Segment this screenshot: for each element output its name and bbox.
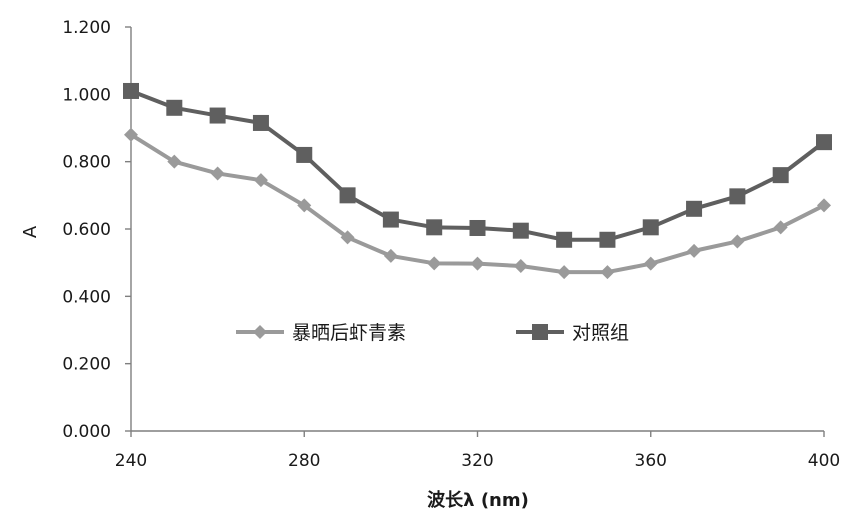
data-point — [166, 99, 183, 116]
y-tick-label: 0.000 — [62, 422, 111, 442]
y-axis: 0.000 0.200 0.400 0.600 0.800 1.000 1.200 — [62, 18, 132, 442]
series-line — [130, 89, 826, 242]
data-point — [253, 173, 268, 188]
data-point — [729, 188, 746, 205]
legend-swatch-marker — [253, 325, 267, 339]
data-point — [209, 107, 226, 124]
legend-label: 暴晒后虾青素 — [292, 322, 406, 344]
data-point — [557, 265, 572, 280]
x-tick-label: 360 — [635, 451, 667, 471]
x-tick-label: 280 — [288, 451, 320, 471]
x-tick-label: 240 — [115, 451, 147, 471]
data-point — [643, 256, 658, 271]
data-point — [427, 256, 442, 271]
x-axis-title: 波长λ (nm) — [427, 489, 529, 511]
data-point — [642, 219, 659, 236]
legend-entry-2: 对照组 — [516, 322, 629, 344]
data-point — [469, 219, 486, 236]
x-tick-label: 400 — [808, 451, 840, 471]
x-tick-label: 320 — [461, 451, 493, 471]
data-point — [426, 219, 443, 236]
data-point — [252, 114, 269, 131]
series-2 — [123, 82, 832, 248]
data-point — [382, 211, 399, 228]
data-point — [817, 198, 831, 213]
data-point — [556, 231, 573, 248]
y-tick-label: 0.400 — [62, 287, 111, 307]
data-point — [297, 198, 312, 213]
data-point — [210, 166, 225, 181]
data-point — [599, 231, 616, 248]
data-point — [513, 259, 528, 274]
data-point — [687, 243, 702, 258]
data-point — [340, 230, 355, 245]
y-axis-title: A — [20, 225, 41, 238]
data-point — [339, 187, 356, 204]
data-point — [730, 234, 745, 249]
legend-label: 对照组 — [572, 322, 629, 344]
data-point — [512, 222, 529, 239]
y-tick-label: 0.200 — [62, 355, 111, 375]
x-axis: 240 280 320 360 400 — [115, 430, 840, 471]
data-point — [686, 200, 703, 217]
series-layer — [123, 82, 832, 280]
data-point — [816, 134, 832, 151]
data-point — [124, 127, 138, 142]
data-point — [123, 82, 139, 99]
series-1 — [124, 127, 831, 280]
y-tick-label: 0.600 — [62, 220, 111, 240]
data-point — [296, 146, 313, 163]
data-point — [383, 248, 398, 263]
series-line — [129, 133, 825, 275]
legend-swatch-marker — [532, 324, 548, 340]
y-tick-label: 0.800 — [62, 153, 111, 173]
y-tick-label: 1.000 — [62, 85, 111, 105]
data-point — [772, 167, 789, 184]
data-point — [167, 154, 182, 169]
data-point — [470, 256, 485, 271]
y-tick-label: 1.200 — [62, 18, 111, 38]
data-point — [600, 265, 615, 280]
data-point — [773, 220, 788, 235]
legend-entry-1: 暴晒后虾青素 — [236, 322, 406, 344]
legend: 暴晒后虾青素 对照组 — [236, 322, 629, 344]
